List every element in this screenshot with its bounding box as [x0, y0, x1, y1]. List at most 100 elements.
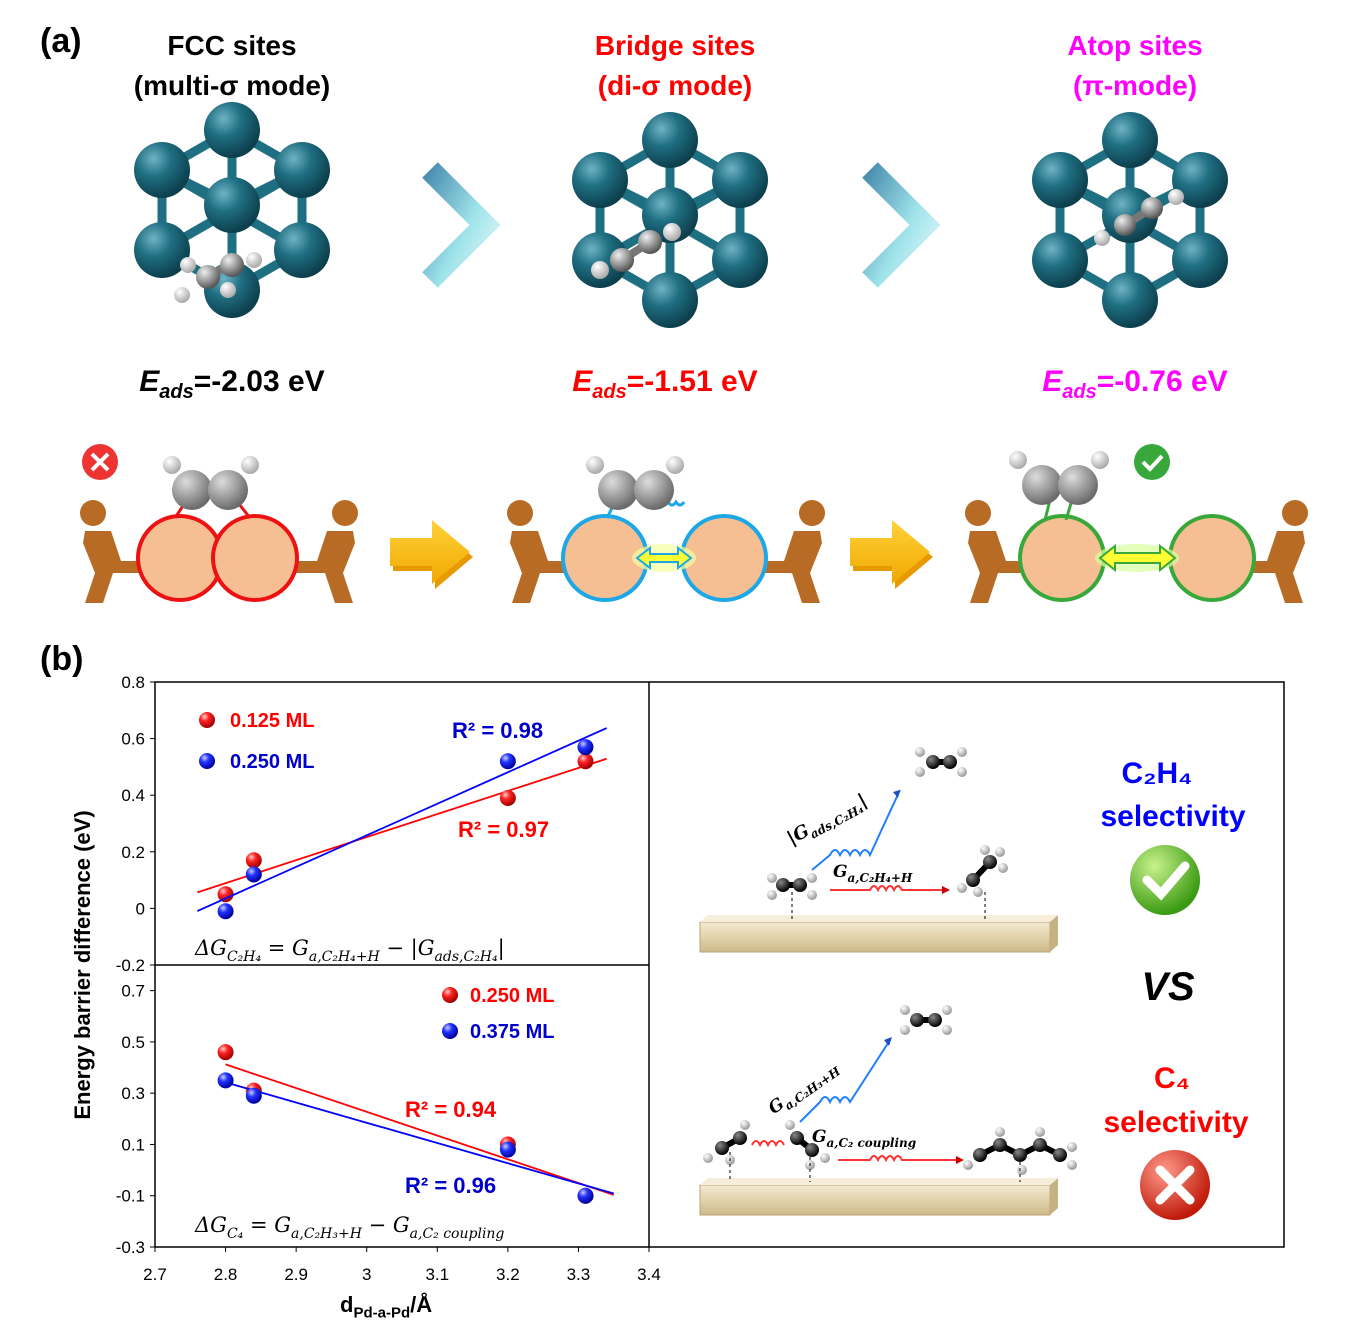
bottom-r2-blue: R² = 0.96 [405, 1173, 496, 1198]
y-tick-label: 0 [136, 899, 145, 918]
data-point [217, 886, 234, 903]
x-axis-ticks: 2.7 2.8 2.9 3 3.1 3.2 3.3 3.4 [143, 1247, 661, 1284]
fit-line [225, 1081, 614, 1195]
bridge-eads: Eads=-1.51 eV [505, 365, 825, 404]
x-tick-label: 2.9 [284, 1265, 308, 1284]
c2h4-adsorbed-molecule [767, 873, 817, 920]
yellow-arrow-icon [390, 520, 473, 589]
y-tick-label: 0.6 [121, 730, 145, 749]
atop-eads-sub: ads [1062, 381, 1097, 403]
c2h5-adsorbed-molecule [957, 845, 1008, 920]
data-point [499, 1141, 516, 1158]
x-axis-label-unit: /Å [410, 1292, 433, 1317]
right-schematic: |Gads,C₂H₄| Ga,C₂H₄+H [699, 747, 1249, 1220]
panel-b-label: (b) [40, 640, 84, 678]
fit-line [225, 1063, 615, 1196]
data-point [217, 1072, 234, 1089]
cartoon-atop [965, 444, 1308, 603]
x-axis-label: dPd-a-Pd/Å [340, 1292, 432, 1321]
check-icon [1134, 444, 1170, 480]
ga-c2h4-label: Ga,C₂H₄+H [833, 862, 913, 885]
x-tick-label: 3 [362, 1265, 371, 1284]
legend-marker-red-bottom [442, 987, 458, 1003]
data-point [577, 739, 594, 756]
cartoon-bridge [507, 456, 825, 603]
ga-c2h3-label: Ga,C₂H₃+H [765, 1056, 844, 1121]
y-tick-label: 0.2 [121, 843, 145, 862]
x-tick-label: 3.4 [637, 1265, 661, 1284]
bridge-eads-sub: ads [592, 381, 627, 403]
fcc-site-title: FCC sites (multi-σ mode) [72, 26, 392, 106]
top-r2-red: R² = 0.97 [458, 817, 549, 842]
bottom-plot: 0.7 0.5 0.3 0.1 -0.1 -0.3 [116, 982, 615, 1257]
x-tick-label: 3.1 [425, 1265, 449, 1284]
cluster-structures [0, 100, 1349, 350]
fcc-site-mode: (multi-σ mode) [133, 70, 331, 101]
panel-a-label: (a) [40, 22, 82, 60]
y-tick-label: 0.7 [121, 982, 145, 1001]
legend-bottom-0375: 0.375 ML [470, 1021, 554, 1043]
x-axis-label-main: d [340, 1292, 354, 1317]
legend-marker-blue-top [199, 753, 215, 769]
data-point [499, 753, 516, 770]
c4-title-2: selectivity [1103, 1106, 1248, 1139]
legend-bottom-0250: 0.250 ML [470, 985, 554, 1007]
y-tick-label: 0.4 [121, 786, 145, 805]
c2h4-free-molecule [915, 747, 967, 777]
bridge-site-name: Bridge sites [594, 30, 756, 61]
c4-molecule [963, 1127, 1077, 1182]
atop-eads-value: =-0.76 eV [1096, 365, 1228, 398]
data-point [577, 753, 594, 770]
data-point [217, 1044, 234, 1061]
top-r2-blue: R² = 0.98 [452, 718, 543, 743]
atop-site-title: Atop sites (π-mode) [975, 26, 1295, 106]
x-tick-label: 3.3 [567, 1265, 591, 1284]
atop-eads: Eads=-0.76 eV [975, 365, 1295, 404]
cartoon-fcc [80, 444, 358, 603]
fcc-eads: Eads=-2.03 eV [72, 365, 392, 404]
bridge-site-title: Bridge sites (di-σ mode) [515, 26, 835, 106]
y-tick-label: 0.5 [121, 1033, 145, 1052]
fcc-adsorbate [174, 252, 262, 303]
atop-adsorbate [1094, 189, 1184, 246]
green-check-icon [1130, 845, 1200, 915]
y-tick-label: 0.8 [121, 673, 145, 692]
y-tick-label: 0.1 [121, 1135, 145, 1154]
bridge-adsorbate [591, 223, 681, 279]
surface-slab-top [699, 921, 1051, 953]
ga-coupling-label: Ga,C₂ coupling [812, 1127, 916, 1150]
top-equation: ΔGC₂H₄ = Ga,C₂H₄+H − |Gads,C₂H₄| [194, 936, 505, 965]
data-point [577, 1187, 594, 1204]
x-tick-label: 2.7 [143, 1265, 167, 1284]
y-tick-label: 0.3 [121, 1084, 145, 1103]
atop-eads-symbol: E [1042, 365, 1063, 398]
legend-top-0250: 0.250 ML [230, 751, 314, 773]
legend-top-0125: 0.125 ML [230, 710, 314, 732]
data-point [245, 1087, 262, 1104]
y-tick-label: -0.3 [116, 1238, 145, 1257]
x-tick-label: 3.2 [496, 1265, 520, 1284]
data-point [499, 790, 516, 807]
x-axis-label-sub: Pd-a-Pd [353, 1304, 411, 1322]
fcc-eads-symbol: E [139, 365, 160, 398]
yellow-arrow-icon-2 [850, 520, 933, 589]
y-tick-label: -0.1 [116, 1187, 145, 1206]
fcc-eads-value: =-2.03 eV [193, 365, 325, 398]
y-tick-label: -0.2 [116, 956, 145, 975]
c2h4-free-molecule-2 [900, 1005, 952, 1035]
cartoon-row [80, 444, 1308, 603]
bottom-r2-red: R² = 0.94 [405, 1097, 497, 1122]
data-point [245, 852, 262, 869]
fcc-site-name: FCC sites [167, 30, 297, 61]
gads-label: |Gads,C₂H₄| [784, 790, 872, 852]
c2h3-pair-molecules [703, 1120, 830, 1182]
bottom-equation: ΔGC₄ = Ga,C₂H₃+H − Ga,C₂ coupling [194, 1213, 504, 1242]
legend-marker-red-top [199, 712, 215, 728]
vs-label: VS [1141, 965, 1195, 1009]
bridge-eads-value: =-1.51 eV [626, 365, 758, 398]
fit-line [197, 757, 607, 894]
data-point [217, 903, 234, 920]
fcc-eads-sub: ads [159, 381, 194, 403]
bridge-site-mode: (di-σ mode) [597, 70, 753, 101]
c4-title-1: C₄ [1154, 1062, 1190, 1095]
